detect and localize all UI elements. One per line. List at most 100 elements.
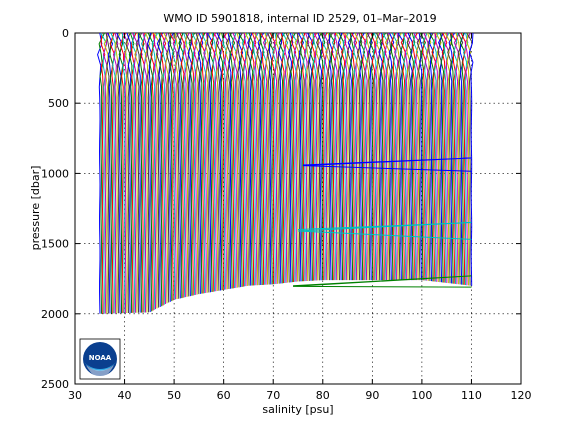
- profile-line: [370, 32, 376, 281]
- profile-line: [335, 32, 342, 281]
- profile-line: [395, 32, 402, 281]
- profile-line: [312, 32, 318, 281]
- profile-line: [300, 32, 306, 282]
- profile-line: [98, 32, 105, 314]
- profile-line: [167, 32, 174, 302]
- profile-line: [409, 32, 416, 281]
- profile-line: [344, 32, 352, 281]
- profile-line: [368, 32, 374, 281]
- profile-line: [140, 32, 147, 313]
- profile-line: [147, 32, 154, 312]
- profile-line: [125, 32, 131, 313]
- profile-line: [142, 32, 148, 313]
- profile-line: [200, 32, 206, 294]
- profile-line: [116, 32, 122, 314]
- profile-line: [321, 32, 328, 281]
- profile-line: [353, 32, 360, 281]
- profile-line: [390, 32, 397, 281]
- profile-line: [253, 32, 261, 286]
- profile-line: [112, 32, 119, 314]
- profile-line: [300, 32, 306, 282]
- highlighted-profiles: [293, 157, 472, 288]
- profile-line: [337, 32, 344, 281]
- x-tick-label: 90: [365, 389, 379, 402]
- profile-line: [331, 32, 338, 281]
- profile-line: [280, 32, 286, 284]
- profile-line: [296, 32, 302, 282]
- profile-line: [289, 32, 296, 283]
- profile-line: [224, 32, 230, 290]
- profile-line: [131, 32, 137, 313]
- x-tick-label: 120: [511, 389, 532, 402]
- profile-line: [114, 32, 121, 314]
- x-tick-label: 110: [461, 389, 482, 402]
- profile-line: [316, 32, 322, 281]
- profile-line: [301, 32, 307, 282]
- profile-line: [443, 32, 450, 283]
- profile-line: [257, 32, 265, 286]
- profile-line: [172, 32, 180, 300]
- profile-line: [275, 32, 281, 284]
- profile-line: [183, 32, 190, 298]
- profile-line: [200, 32, 207, 294]
- profile-line: [220, 32, 227, 291]
- profile-line: [236, 32, 243, 288]
- profile-line: [153, 32, 159, 310]
- profile-line: [310, 32, 318, 281]
- profile-line: [146, 32, 153, 313]
- profile-line: [291, 32, 298, 282]
- profile-line: [309, 32, 315, 281]
- profile-line: [246, 32, 253, 286]
- profile-line: [422, 32, 428, 281]
- profile-line: [163, 32, 170, 304]
- x-tick-label: 50: [167, 389, 181, 402]
- profile-line: [269, 32, 275, 285]
- profile-line: [199, 32, 206, 294]
- axis-ticks: 30 40 50 60 70 80 90 100 110 120 0 500 1000 1500 2000 2…: [41, 27, 532, 402]
- profile-line: [162, 32, 169, 305]
- profile-line: [413, 32, 419, 281]
- profile-line: [338, 32, 345, 281]
- profile-line: [428, 32, 434, 282]
- profile-line: [178, 32, 184, 299]
- x-tick-label: 30: [68, 389, 82, 402]
- profile-line: [411, 32, 418, 281]
- profile-line: [264, 32, 270, 285]
- profile-line: [211, 32, 217, 292]
- profile-line: [222, 32, 228, 290]
- profile-line: [238, 32, 244, 288]
- salinity-profiles: [97, 32, 474, 314]
- profile-line: [181, 32, 188, 298]
- profile-line: [118, 32, 124, 314]
- chart-title: WMO ID 5901818, internal ID 2529, 01–Mar…: [163, 12, 436, 25]
- profile-line: [437, 32, 443, 283]
- profile-line: [416, 32, 424, 281]
- profile-line: [404, 32, 411, 281]
- profile-line: [285, 32, 292, 283]
- profile-line: [434, 32, 440, 282]
- profile-line: [378, 32, 384, 281]
- profile-line: [278, 32, 285, 284]
- profile-line: [128, 32, 135, 313]
- profile-line: [187, 32, 193, 297]
- profile-line: [278, 32, 283, 284]
- profile-line: [100, 32, 106, 314]
- profile-line: [260, 32, 267, 285]
- profile-line: [137, 32, 143, 313]
- profile-line: [362, 32, 368, 281]
- profile-line: [206, 32, 214, 293]
- profile-line: [131, 32, 139, 313]
- profile-line: [256, 32, 262, 286]
- profile-line: [444, 32, 451, 284]
- profile-line: [262, 32, 269, 285]
- profile-line: [341, 32, 347, 281]
- profile-line: [428, 32, 436, 282]
- profile-line: [346, 32, 352, 281]
- profile-line: [176, 32, 182, 299]
- profile-line: [354, 32, 360, 281]
- profile-line: [328, 32, 336, 281]
- profile-line: [342, 32, 349, 281]
- profile-line: [103, 32, 111, 314]
- profile-line: [238, 32, 245, 287]
- profile-line: [158, 32, 164, 307]
